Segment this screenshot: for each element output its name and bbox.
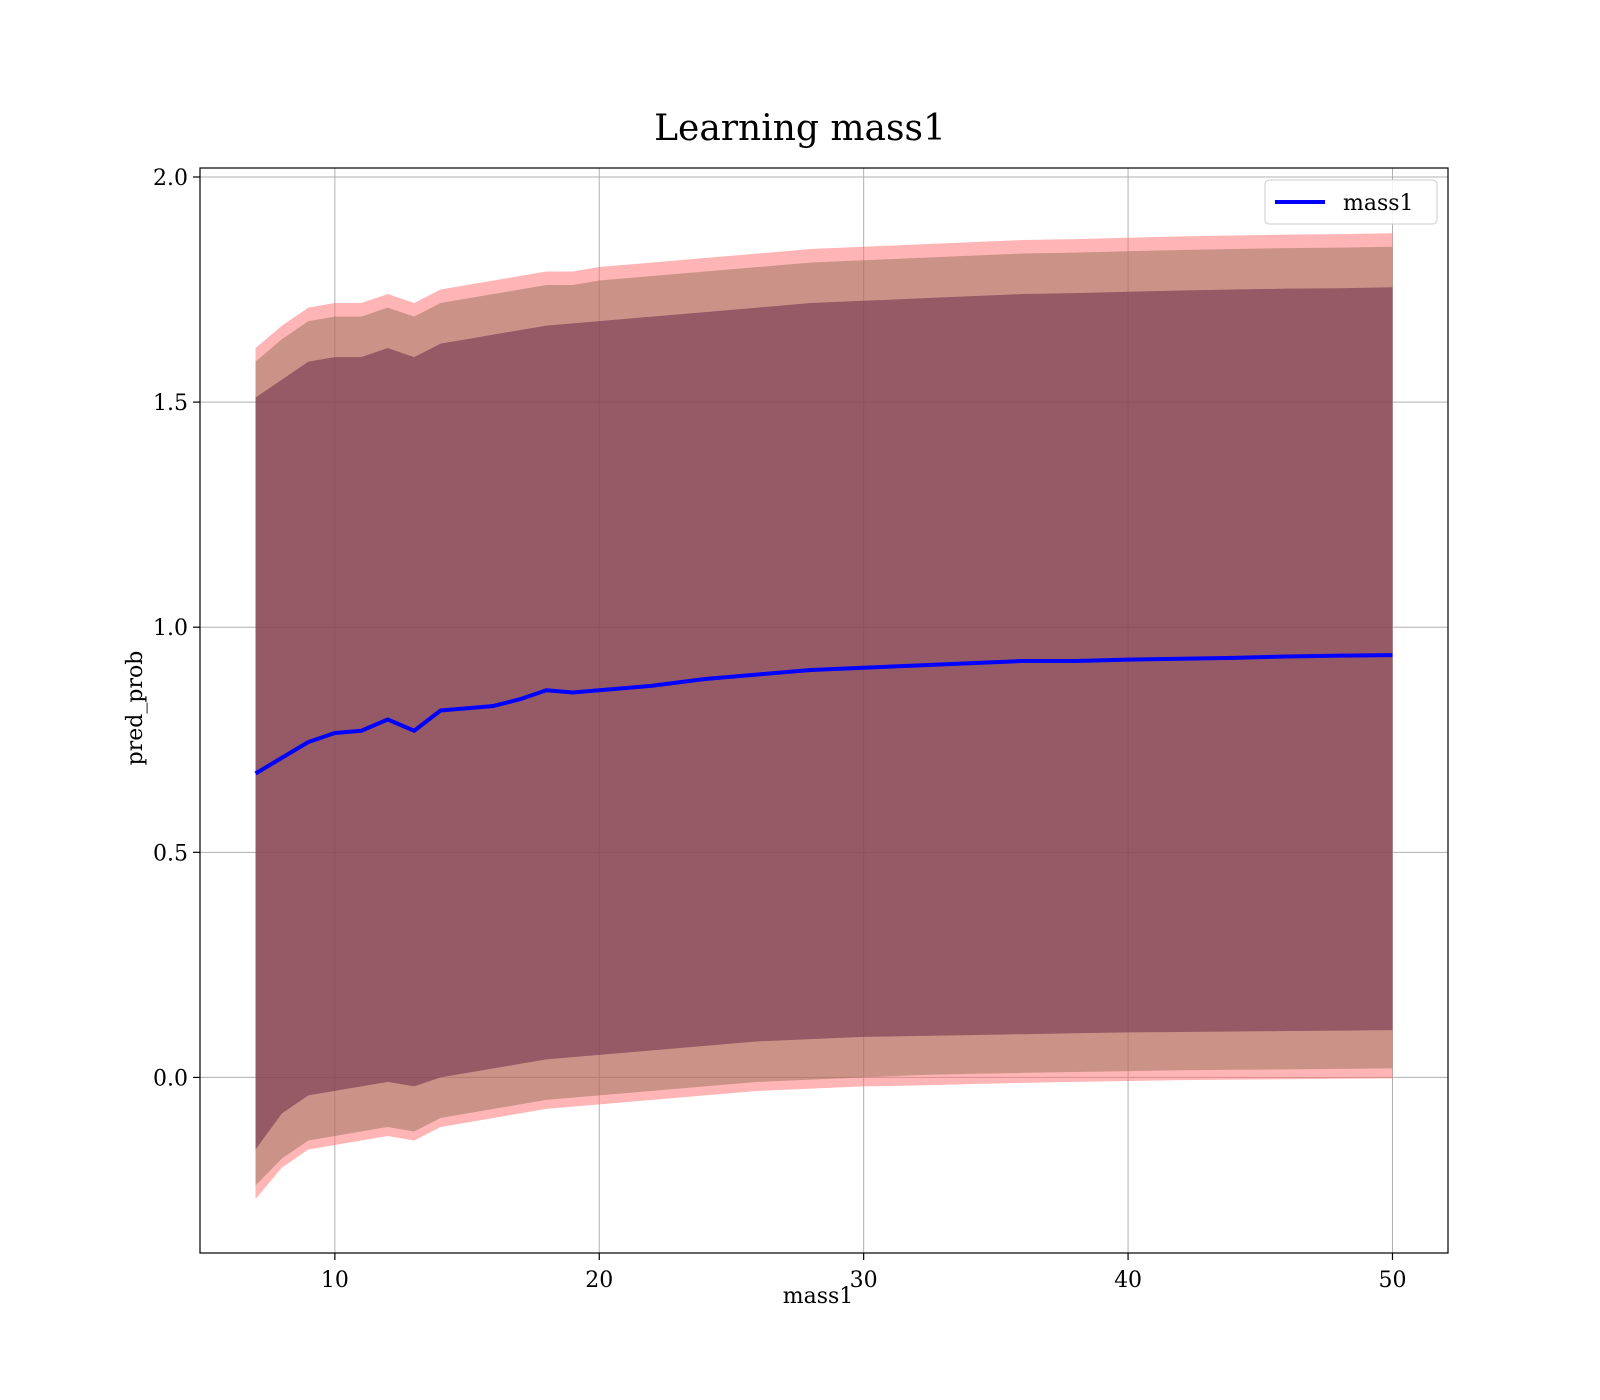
legend-box (1264, 179, 1438, 225)
y-tick-label: 1.5 (153, 391, 188, 416)
chart-title: Learning mass1 (654, 108, 946, 149)
y-axis-label: pred_prob (123, 651, 148, 766)
x-tick-label: 30 (850, 1268, 878, 1293)
legend-label: mass1 (1343, 191, 1414, 216)
x-axis-label: mass1 (783, 1284, 854, 1309)
y-tick-label: 0.5 (153, 841, 188, 866)
plot-frame (199, 167, 1449, 1254)
y-tick-label: 1.0 (153, 616, 188, 641)
y-tick-label: 2.0 (153, 166, 188, 191)
y-tick-label: 0.0 (153, 1066, 188, 1091)
x-tick-label: 20 (585, 1268, 613, 1293)
confidence-band-3 (255, 287, 1393, 1150)
series-line-mass1 (254, 653, 1393, 776)
x-tick-label: 10 (321, 1268, 349, 1293)
plot-area: 10 20 30 40 50 0.0 0.5 1.0 1.5 2.0 mass1 (153, 166, 1449, 1293)
x-tick-label: 50 (1378, 1268, 1406, 1293)
x-tick-label: 40 (1114, 1268, 1142, 1293)
